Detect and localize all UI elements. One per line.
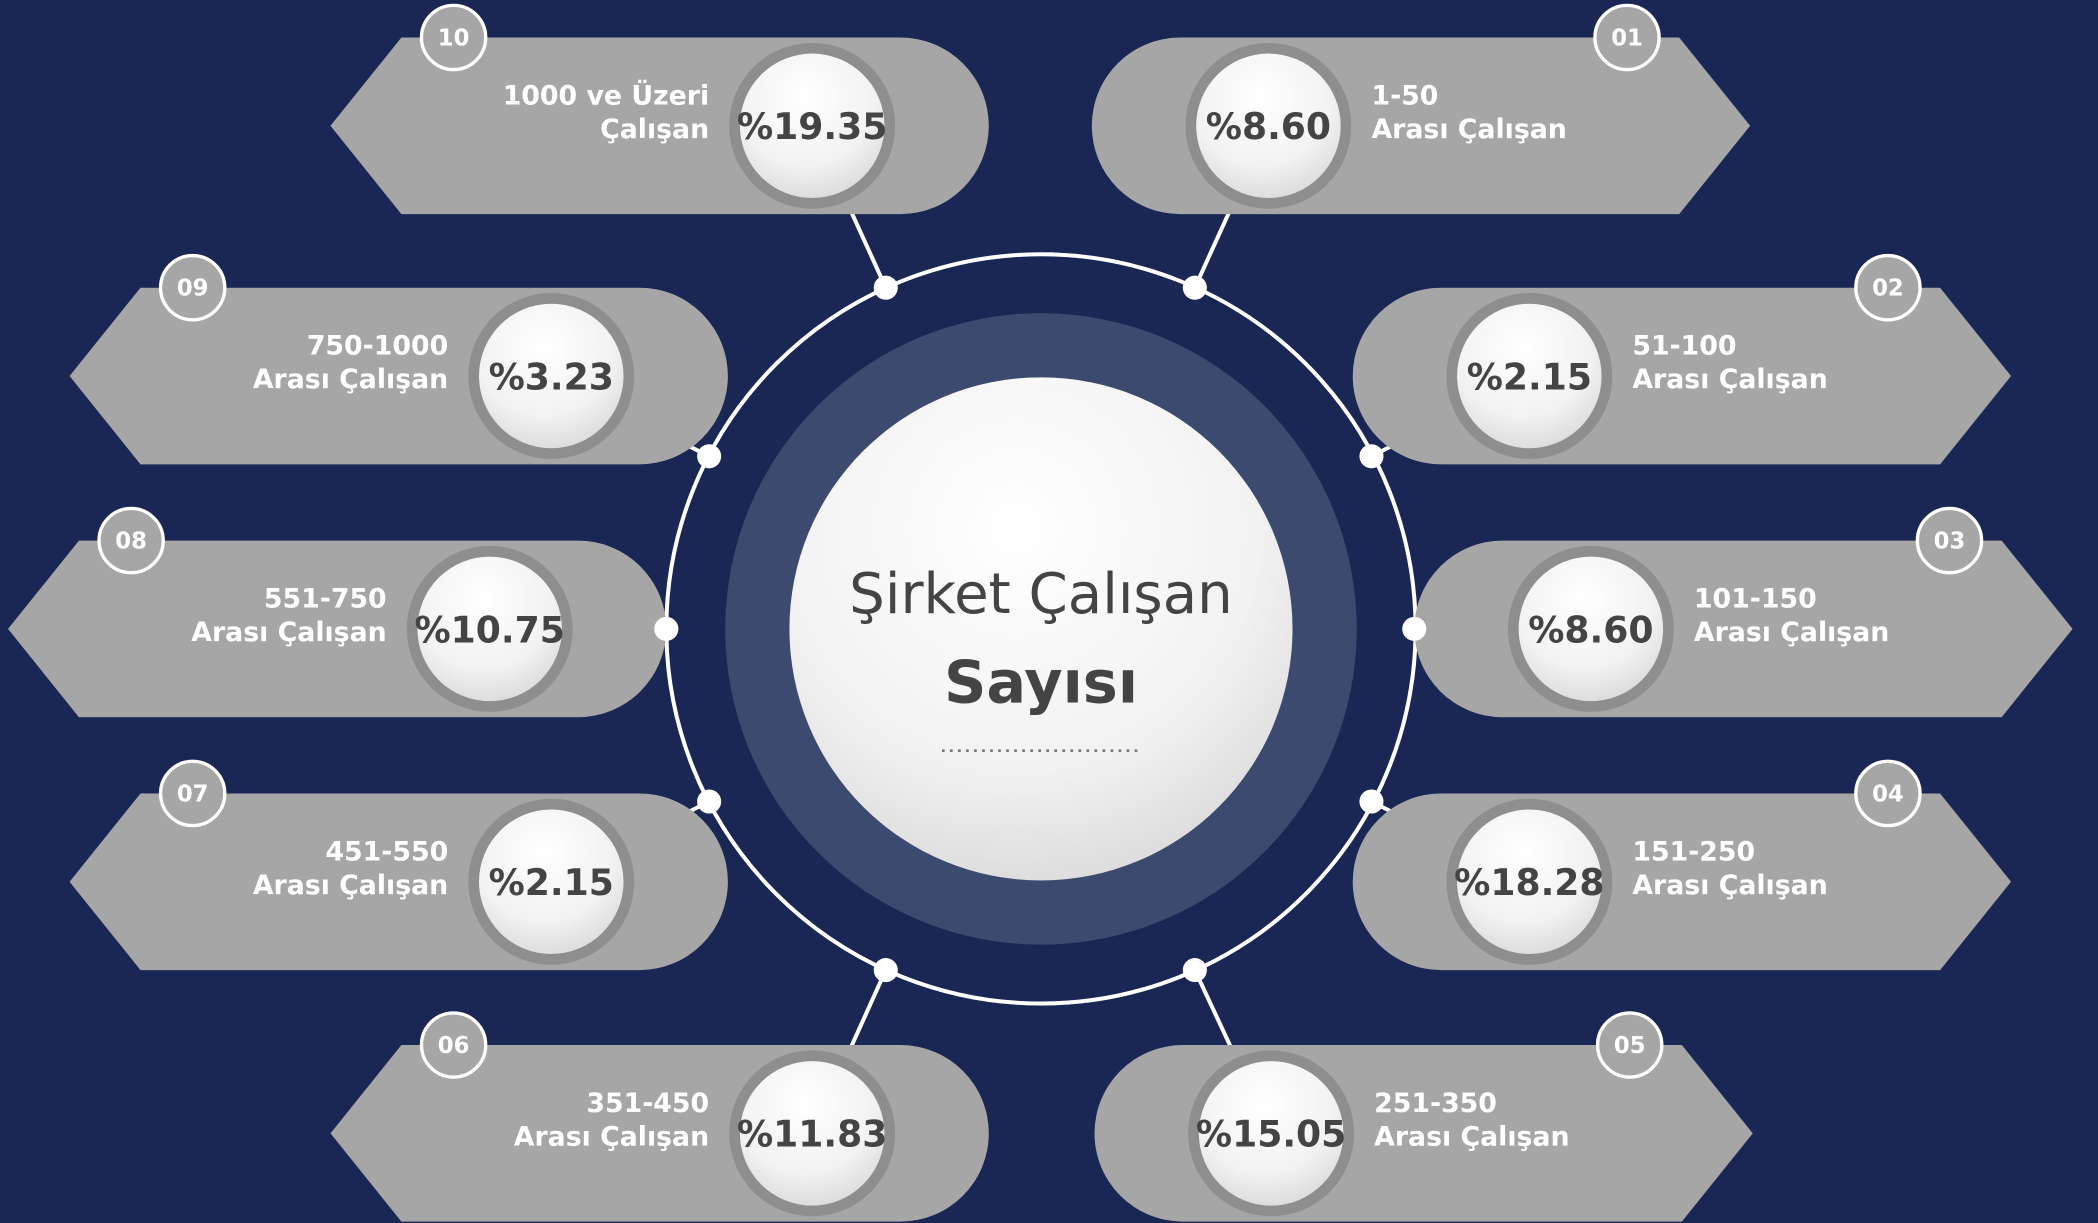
percent-circle [1196, 53, 1341, 199]
number: 03 [1934, 529, 1966, 555]
percent-circle [1457, 809, 1602, 955]
percent: %3.23 [489, 355, 614, 398]
label: 1000 ve Üzeri [503, 78, 709, 111]
percent-circle [479, 303, 624, 449]
percent: %2.15 [489, 861, 614, 904]
percent: %15.05 [1196, 1113, 1346, 1156]
connector [844, 200, 888, 289]
percent: %19.35 [737, 105, 887, 148]
ring-dot [1182, 275, 1207, 300]
percent: %11.83 [737, 1113, 887, 1156]
number-badge [1595, 1011, 1664, 1079]
number: 05 [1614, 1033, 1646, 1059]
number-badge [419, 1011, 488, 1079]
label: Arası Çalışan [514, 1121, 709, 1152]
ring-dot [873, 275, 898, 300]
percent: %18.28 [1454, 861, 1604, 904]
percent-circle [739, 1061, 885, 1206]
ring-dot [1359, 789, 1384, 814]
percent-circle [1198, 1061, 1344, 1206]
percent-circle [1457, 303, 1602, 449]
ring-dot [1359, 444, 1384, 469]
ring-dot [697, 789, 722, 814]
percent-circle [1518, 556, 1664, 702]
label: Arası Çalışan [253, 870, 448, 901]
number-badge [158, 253, 227, 322]
label: Arası Çalışan [1632, 364, 1827, 395]
percent-circle [479, 809, 624, 955]
number-badge [1593, 3, 1661, 72]
ring-dot [1402, 616, 1427, 641]
label: Arası Çalışan [253, 364, 448, 395]
title: Şirket Çalışan [849, 562, 1233, 627]
label: Çalışan [600, 114, 709, 145]
percent: %2.15 [1467, 355, 1592, 398]
label: Arası Çalışan [1632, 870, 1827, 901]
number: 10 [438, 26, 470, 52]
number: 01 [1611, 26, 1643, 52]
label: 451-550 [325, 836, 448, 867]
label: Arası Çalışan [191, 617, 386, 648]
number-badge [97, 506, 165, 575]
number: 07 [177, 781, 209, 807]
label: 750-1000 [307, 331, 448, 362]
label: Arası Çalışan [1694, 617, 1889, 648]
number: 09 [177, 276, 209, 302]
ring-dot [873, 958, 898, 983]
label: 1-50 [1371, 80, 1438, 111]
percent: %8.60 [1206, 105, 1331, 148]
label: 151-250 [1632, 836, 1755, 867]
center-circle [789, 377, 1293, 881]
ring-dot [654, 616, 679, 641]
number: 04 [1872, 781, 1904, 807]
title: Sayısı [944, 647, 1138, 716]
ring-dot [1182, 958, 1207, 983]
number: 06 [438, 1033, 470, 1059]
percent: %10.75 [415, 608, 565, 651]
number-badge [1915, 506, 1984, 575]
label: Arası Çalışan [1374, 1121, 1569, 1152]
ring-dot [697, 444, 722, 469]
connector [1193, 200, 1236, 289]
number-badge [1854, 759, 1922, 828]
label: Arası Çalışan [1371, 114, 1566, 145]
label: 551-750 [264, 583, 387, 614]
number-badge [419, 3, 488, 72]
connector [1193, 969, 1238, 1060]
label: 351-450 [586, 1088, 709, 1119]
percent-circle [417, 556, 562, 702]
number-badge [158, 759, 227, 828]
number-badge [1854, 253, 1922, 322]
label: 51-100 [1632, 331, 1736, 362]
number: 02 [1872, 276, 1904, 302]
label: 101-150 [1694, 583, 1817, 614]
label: 251-350 [1374, 1088, 1497, 1119]
connector [844, 969, 888, 1059]
percent: %8.60 [1528, 608, 1653, 651]
number: 08 [115, 529, 147, 555]
percent-circle [739, 53, 885, 199]
